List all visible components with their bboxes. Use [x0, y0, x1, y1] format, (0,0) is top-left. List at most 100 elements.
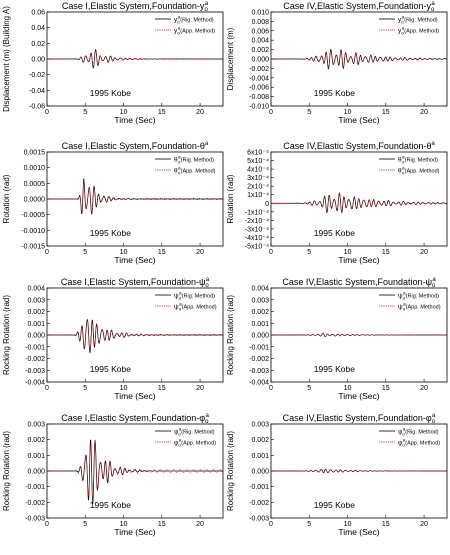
x-tick-label: 15	[158, 249, 166, 256]
y-tick-label: -0.004	[249, 380, 269, 387]
x-tick-label: 20	[420, 385, 428, 392]
legend-entry: yoa(Rig. Method)	[174, 15, 214, 25]
chart-panel-4: Case IV,Elastic System,Foundation-θa -5x1…	[226, 141, 448, 265]
x-tick-label: 0	[45, 385, 49, 392]
series-line-app-method	[271, 468, 447, 474]
legend-entry: ψoa(App. Method)	[174, 302, 217, 312]
annotation-label: 1995 Kobe	[314, 228, 355, 238]
x-tick-label: 20	[420, 249, 428, 256]
chart-panel-3: Case I,Elastic System,Foundation-θa -0.00…	[2, 141, 224, 265]
y-tick-label: 0.003	[251, 422, 269, 429]
annotation-label: 1995 Kobe	[314, 364, 355, 374]
x-tick-label: 20	[196, 249, 204, 256]
y-tick-label: -0.06	[29, 104, 45, 111]
y-tick-label: 2x10⁻⁴	[247, 184, 269, 191]
x-axis-label: Time (Sec)	[114, 115, 155, 125]
y-axis-label: Displacement (m)	[226, 27, 235, 90]
chart-title: Case I,Elastic System,Foundation-ψoa	[61, 277, 210, 289]
x-tick-label: 5	[307, 385, 311, 392]
series-line-app-method	[47, 180, 224, 215]
annotation-label: 1995 Kobe	[90, 88, 131, 98]
series-line-app-method	[47, 441, 224, 502]
x-tick-label: 5	[83, 109, 87, 116]
y-tick-label: 0.001	[251, 453, 269, 460]
legend-entry: ψoa(App. Method)	[398, 302, 441, 312]
x-axis-label: Time (Sec)	[338, 255, 379, 265]
x-tick-label: 15	[158, 521, 166, 528]
x-tick-label: 0	[269, 521, 273, 528]
y-axis-label: Rocking Rotation (rad)	[2, 431, 11, 511]
y-tick-label: 0.002	[251, 309, 269, 316]
legend: yoa(Rig. Method)yoa(App. Method)	[155, 15, 215, 36]
y-tick-label: 0.010	[251, 10, 269, 17]
annotation-label: 1995 Kobe	[314, 500, 355, 510]
chart-title: Case IV,Elastic System,Foundation-φoa	[283, 413, 436, 425]
y-tick-label: 0	[265, 201, 269, 208]
legend-entry: θoa(Rig. Method)	[398, 155, 438, 165]
legend-entry: φoa(Rig. Method)	[174, 427, 215, 437]
y-tick-label: 0.02	[31, 41, 45, 48]
y-tick-label: 0.001	[27, 321, 45, 328]
y-tick-label: 0.06	[31, 10, 45, 17]
y-tick-label: -0.010	[249, 104, 269, 111]
y-tick-label: 5x10⁻⁴	[247, 158, 269, 165]
legend: yoa(Rig. Method)yoa(App. Method)	[379, 15, 439, 36]
x-tick-label: 0	[269, 385, 273, 392]
y-tick-label: -0.001	[25, 484, 45, 491]
y-tick-label: 0.000	[27, 333, 45, 340]
y-tick-label: -4x10⁻⁴	[245, 235, 269, 242]
y-tick-label: -0.002	[249, 356, 269, 363]
y-tick-label: -1x10⁻⁴	[245, 209, 269, 216]
y-tick-label: 0.04	[31, 25, 45, 32]
y-tick-label: 0.004	[251, 286, 269, 293]
chart-title: Case I,Elastic System,Foundation-θa	[62, 141, 209, 151]
legend-entry: θoa(App. Method)	[398, 166, 440, 176]
y-tick-label: 1x10⁻⁴	[247, 192, 269, 199]
x-tick-label: 5	[83, 385, 87, 392]
y-tick-label: 0.0010	[24, 165, 46, 172]
x-tick-label: 10	[120, 109, 128, 116]
x-tick-label: 20	[420, 109, 428, 116]
annotation-label: 1995 Kobe	[90, 500, 131, 510]
x-tick-label: 15	[158, 385, 166, 392]
y-tick-label: 0.001	[251, 321, 269, 328]
chart-panel-7: Case I,Elastic System,Foundation-φoa -0.0…	[2, 413, 224, 537]
chart-panel-1: Case I,Elastic System,Foundation-yoa -0.0…	[2, 1, 224, 125]
x-tick-label: 15	[382, 385, 390, 392]
x-tick-label: 5	[307, 109, 311, 116]
y-tick-label: -0.001	[25, 344, 45, 351]
x-tick-label: 15	[382, 521, 390, 528]
y-axis-label: Rotation (rad)	[226, 174, 235, 223]
series-line-app-method	[271, 193, 448, 213]
y-tick-label: 0.001	[27, 453, 45, 460]
series-line-app-method	[47, 319, 224, 353]
chart-panel-2: Case IV,Elastic System,Foundation-yoa -0.…	[226, 1, 448, 125]
legend-entry: φoa(App. Method)	[398, 438, 440, 448]
annotation-label: 1995 Kobe	[314, 88, 355, 98]
y-tick-label: 0.000	[251, 469, 269, 476]
series-line-app-method	[271, 49, 448, 70]
y-tick-label: -0.04	[29, 88, 45, 95]
y-tick-label: 0.0015	[24, 150, 46, 157]
x-axis-label: Time (Sec)	[338, 527, 379, 537]
chart-panel-6: Case IV,Elastic System,Foundation-ψoa -0.…	[226, 277, 448, 401]
y-axis-label: Rotation (rad)	[2, 174, 11, 223]
legend: θoa(Rig. Method)θoa(App. Method)	[379, 155, 440, 176]
y-tick-label: 0.004	[27, 286, 45, 293]
chart-title: Case IV,Elastic System,Foundation-yoa	[283, 1, 435, 13]
y-tick-label: 0.006	[251, 28, 269, 35]
y-tick-label: -0.0010	[21, 228, 45, 235]
y-tick-label: 0.000	[251, 57, 269, 64]
y-tick-label: 4x10⁻⁴	[247, 167, 269, 174]
x-axis-label: Time (Sec)	[114, 255, 155, 265]
x-tick-label: 0	[45, 109, 49, 116]
y-tick-label: 0.003	[27, 297, 45, 304]
y-tick-label: -0.001	[249, 344, 269, 351]
legend-entry: ψoa(Rig. Method)	[174, 291, 215, 301]
y-tick-label: -0.002	[25, 500, 45, 507]
x-tick-label: 5	[307, 521, 311, 528]
y-tick-label: 0.0005	[24, 181, 46, 188]
y-tick-label: 0.003	[27, 422, 45, 429]
